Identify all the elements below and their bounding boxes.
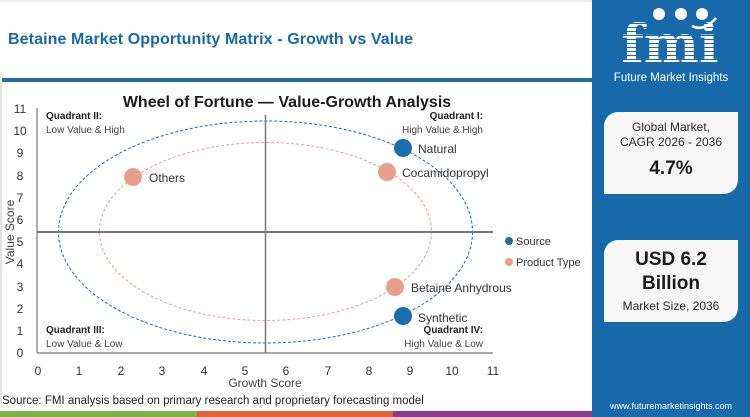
footer-bar-green	[0, 411, 197, 417]
data-point-natural[interactable]: Natural	[394, 139, 457, 157]
quadrant-iii-subtitle: Low Value & Low	[46, 339, 123, 350]
footer-bar-orange	[197, 411, 393, 417]
market-size-label: Market Size, 2036	[622, 299, 720, 313]
quadrant-iii-title: Quadrant III:	[46, 325, 105, 336]
fmi-logo: fmi Future Market Insights	[592, 0, 750, 90]
globe-icon-americas	[653, 8, 665, 20]
chart-legend: Source Product Type	[505, 236, 581, 269]
quadrant-i-subtitle: High Value & High	[402, 125, 483, 136]
globe-icon-asia	[696, 8, 708, 20]
chart-title: Wheel of Fortune — Value-Growth Analysis	[123, 94, 451, 111]
cagr-card: Global Market, CAGR 2026 - 2036 4.7%	[604, 112, 738, 194]
y-tick: 1	[17, 324, 24, 338]
x-tick: 5	[242, 364, 249, 378]
y-tick: 8	[17, 169, 24, 183]
globe-icon-africa	[675, 8, 687, 20]
svg-text:fmi: fmi	[621, 14, 718, 70]
x-tick: 9	[407, 364, 414, 378]
logo-tagline: Future Market Insights	[613, 72, 729, 84]
y-tick: 11	[14, 102, 27, 116]
report-panel: Betaine Market Opportunity Matrix - Grow…	[0, 0, 592, 417]
y-tick: 7	[17, 191, 24, 205]
legend-marker-product-type	[505, 258, 513, 266]
y-tick: 9	[17, 146, 24, 160]
y-axis-label: Value Score	[3, 199, 17, 264]
y-tick: 2	[17, 302, 24, 316]
y-tick: 5	[17, 235, 24, 249]
y-tick-labels: 11 10 9 8 7 6 5 4 3 2 1 0	[13, 102, 27, 360]
quadrant-iv-title: Quadrant IV:	[424, 325, 483, 336]
market-size-value-line2: Billion	[641, 273, 701, 294]
quadrant-ii-subtitle: Low Value & High	[46, 125, 125, 136]
legend-item-product-type[interactable]: Product Type	[505, 257, 581, 269]
point-label: Betaine Anhydrous	[411, 281, 512, 295]
x-tick-labels: 0 1 2 3 4 5 6 7 8 9 10 11	[35, 364, 500, 378]
point-label: Others	[149, 171, 185, 185]
point-label: Synthetic	[418, 311, 467, 325]
legend-label: Source	[516, 236, 551, 248]
quadrant-i-title: Quadrant I:	[430, 111, 483, 122]
x-tick: 10	[445, 364, 459, 378]
quadrant-ii-title: Quadrant II:	[46, 111, 102, 122]
top-border	[0, 0, 592, 2]
x-tick: 6	[283, 364, 290, 378]
cagr-label-line2: CAGR 2026 - 2036	[619, 135, 723, 149]
footer-bar-purple	[393, 411, 592, 417]
point-label: Cocamidopropyl	[402, 166, 489, 180]
data-point-cocamidopropyl[interactable]: Cocamidopropyl	[378, 163, 489, 181]
point-label: Natural	[418, 142, 457, 156]
y-tick: 3	[17, 280, 24, 294]
x-tick: 8	[366, 364, 373, 378]
y-tick: 6	[17, 213, 24, 227]
title-divider	[2, 78, 592, 82]
market-size-value-line1: USD 6.2	[635, 249, 707, 270]
opportunity-matrix-chart: Wheel of Fortune — Value-Growth Analysis…	[3, 94, 581, 390]
x-tick: 0	[35, 364, 42, 378]
x-tick: 7	[325, 364, 332, 378]
page-title: Betaine Market Opportunity Matrix - Grow…	[8, 31, 414, 48]
left-border	[0, 82, 2, 404]
x-tick: 3	[159, 364, 166, 378]
cagr-value: 4.7%	[649, 158, 693, 179]
y-tick: 0	[17, 346, 24, 360]
data-point-betaine-anhydrous[interactable]: Betaine Anhydrous	[386, 278, 512, 296]
legend-label: Product Type	[516, 257, 581, 269]
y-tick: 4	[17, 257, 24, 271]
source-note: Source: FMI analysis based on primary re…	[2, 395, 424, 407]
x-axis-label: Growth Score	[228, 376, 302, 390]
legend-marker-source	[505, 237, 513, 245]
x-tick: 11	[487, 364, 500, 378]
y-tick: 10	[13, 124, 27, 138]
cagr-label-line1: Global Market,	[631, 120, 711, 134]
x-tick: 2	[118, 364, 125, 378]
market-size-card: USD 6.2 Billion Market Size, 2036	[604, 240, 738, 322]
quadrant-iv-subtitle: High Value & Low	[404, 339, 484, 350]
fmi-logo-icon: fmi	[621, 8, 719, 75]
sidebar: fmi Future Market Insights Global Market…	[592, 0, 750, 417]
x-tick: 4	[201, 364, 208, 378]
data-point-others[interactable]: Others	[124, 168, 185, 186]
x-tick: 1	[76, 364, 83, 378]
website-link[interactable]: www.futuremarketinsights.com	[609, 401, 733, 411]
legend-item-source[interactable]: Source	[505, 236, 551, 248]
data-point-synthetic[interactable]: Synthetic	[394, 307, 467, 325]
